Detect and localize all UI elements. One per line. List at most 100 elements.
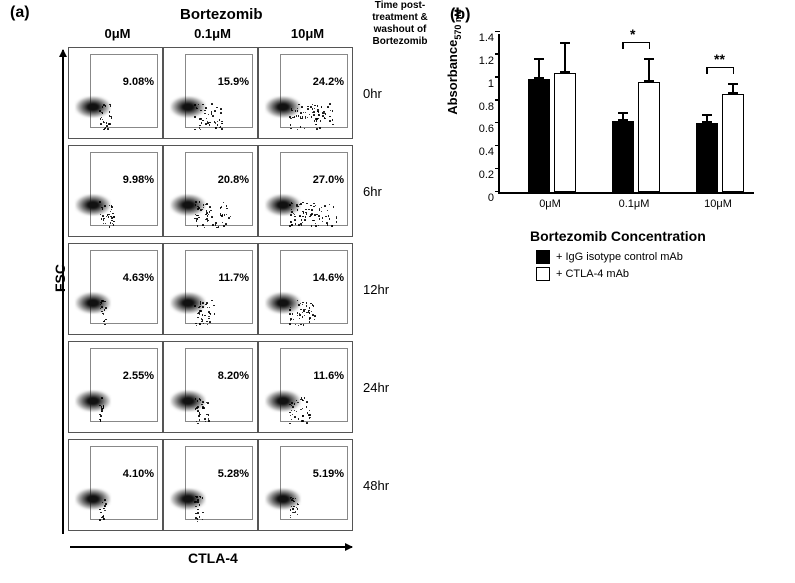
gate-percentage: 8.20% [218, 370, 249, 382]
time-header: Time post-treatment & washout of Bortezo… [365, 0, 435, 48]
gated-population [289, 382, 344, 422]
panel-a-label: (a) [10, 4, 30, 22]
facs-plot: 5.28% [163, 439, 258, 531]
panel-a-title: Bortezomib [180, 6, 263, 23]
xcat-label: 10μM [690, 198, 746, 210]
ytick-label: 0 [470, 192, 494, 204]
timepoint-label: 6hr [363, 184, 413, 199]
gated-population [289, 284, 344, 324]
gate-percentage: 27.0% [313, 174, 344, 186]
bar-igG [696, 123, 718, 192]
errorbar [538, 58, 540, 79]
facs-plot: 9.08% [68, 47, 163, 139]
gated-population [194, 382, 249, 422]
y-axis-arrow [62, 50, 64, 534]
significance-bracket [706, 67, 734, 73]
gated-population [289, 88, 344, 128]
gated-population [99, 88, 154, 128]
facs-plot: 11.6% [258, 341, 353, 433]
facs-plot: 5.19% [258, 439, 353, 531]
facs-plot: 4.63% [68, 243, 163, 335]
facs-plot: 4.10% [68, 439, 163, 531]
gated-population [99, 186, 154, 226]
gated-population [99, 382, 154, 422]
xcat-label: 0.1μM [606, 198, 662, 210]
facs-row: 4.63% 11.7% 14.6% 12hr [68, 240, 413, 338]
ytick-mark [495, 191, 500, 193]
ytick-mark [495, 31, 500, 33]
x-axis-label-b: Bortezomib Concentration [530, 228, 706, 244]
gated-population [99, 480, 154, 520]
facs-row: 9.98% 20.8% 27.0% 6hr [68, 142, 413, 240]
facs-row: 2.55% 8.20% 11.6% 24hr [68, 338, 413, 436]
gate-percentage: 11.7% [218, 272, 249, 284]
gate-percentage: 14.6% [313, 272, 344, 284]
bar-chart: 00.20.40.60.811.21.4*** [498, 34, 754, 194]
legend-row-0: + IgG isotype control mAb [536, 250, 683, 264]
facs-plot: 11.7% [163, 243, 258, 335]
gate-percentage: 24.2% [313, 76, 344, 88]
errorbar [622, 112, 624, 121]
y-axis-label: FSC [52, 264, 68, 292]
gate-percentage: 4.63% [123, 272, 154, 284]
ytick-mark [495, 145, 500, 147]
facs-row: 9.08% 15.9% 24.2% 0hr [68, 44, 413, 142]
gated-population [194, 186, 249, 226]
gate-percentage: 15.9% [218, 76, 249, 88]
legend-swatch-black [536, 250, 550, 264]
facs-plot: 27.0% [258, 145, 353, 237]
gate-percentage: 9.08% [123, 76, 154, 88]
timepoint-label: 12hr [363, 282, 413, 297]
conc-2: 10μM [260, 26, 355, 41]
gate-percentage: 11.6% [313, 370, 344, 382]
errorbar [564, 42, 566, 73]
ytick-label: 0.4 [470, 146, 494, 158]
ytick-label: 1.2 [470, 55, 494, 67]
gate-percentage: 20.8% [218, 174, 249, 186]
facs-plot: 9.98% [68, 145, 163, 237]
ytick-mark [495, 99, 500, 101]
timepoint-label: 48hr [363, 478, 413, 493]
gate-percentage: 2.55% [123, 370, 154, 382]
bar-ctla4 [638, 82, 660, 192]
facs-plot: 15.9% [163, 47, 258, 139]
concentration-headers: 0μM 0.1μM 10μM [70, 26, 355, 41]
gated-population [289, 186, 344, 226]
facs-plot: 20.8% [163, 145, 258, 237]
conc-0: 0μM [70, 26, 165, 41]
significance-bracket [622, 42, 650, 48]
timepoint-label: 0hr [363, 86, 413, 101]
legend-label-1: + CTLA-4 mAb [556, 268, 629, 280]
facs-plot: 2.55% [68, 341, 163, 433]
gate-percentage: 5.19% [313, 468, 344, 480]
gated-population [99, 284, 154, 324]
ytick-label: 1 [470, 78, 494, 90]
facs-plot: 14.6% [258, 243, 353, 335]
xcat-label: 0μM [522, 198, 578, 210]
errorbar [648, 58, 650, 82]
facs-grid: 9.08% 15.9% 24.2% 0hr 9.98% 20.8% 27.0% 6hr 4.63… [68, 44, 413, 534]
gate-percentage: 4.10% [123, 468, 154, 480]
facs-plot: 24.2% [258, 47, 353, 139]
ytick-label: 1.4 [470, 32, 494, 44]
ytick-mark [495, 53, 500, 55]
bar-ctla4 [722, 94, 744, 192]
ytick-label: 0.2 [470, 169, 494, 181]
gated-population [289, 480, 344, 520]
errorbar [706, 114, 708, 123]
ytick-mark [495, 168, 500, 170]
panel-a: (a) Bortezomib Time post-treatment & was… [10, 0, 430, 580]
bar-ctla4 [554, 73, 576, 192]
significance-star: * [630, 26, 635, 42]
panel-b: (b) Absorbance570 nM 00.20.40.60.811.21.… [450, 6, 780, 306]
gate-percentage: 9.98% [123, 174, 154, 186]
significance-star: ** [714, 51, 725, 67]
ytick-mark [495, 76, 500, 78]
facs-plot: 8.20% [163, 341, 258, 433]
gated-population [194, 480, 249, 520]
y-axis-label-b: Absorbance570 nM [445, 9, 463, 115]
legend: + IgG isotype control mAb + CTLA-4 mAb [536, 250, 683, 284]
errorbar [732, 83, 734, 93]
gate-percentage: 5.28% [218, 468, 249, 480]
timepoint-label: 24hr [363, 380, 413, 395]
